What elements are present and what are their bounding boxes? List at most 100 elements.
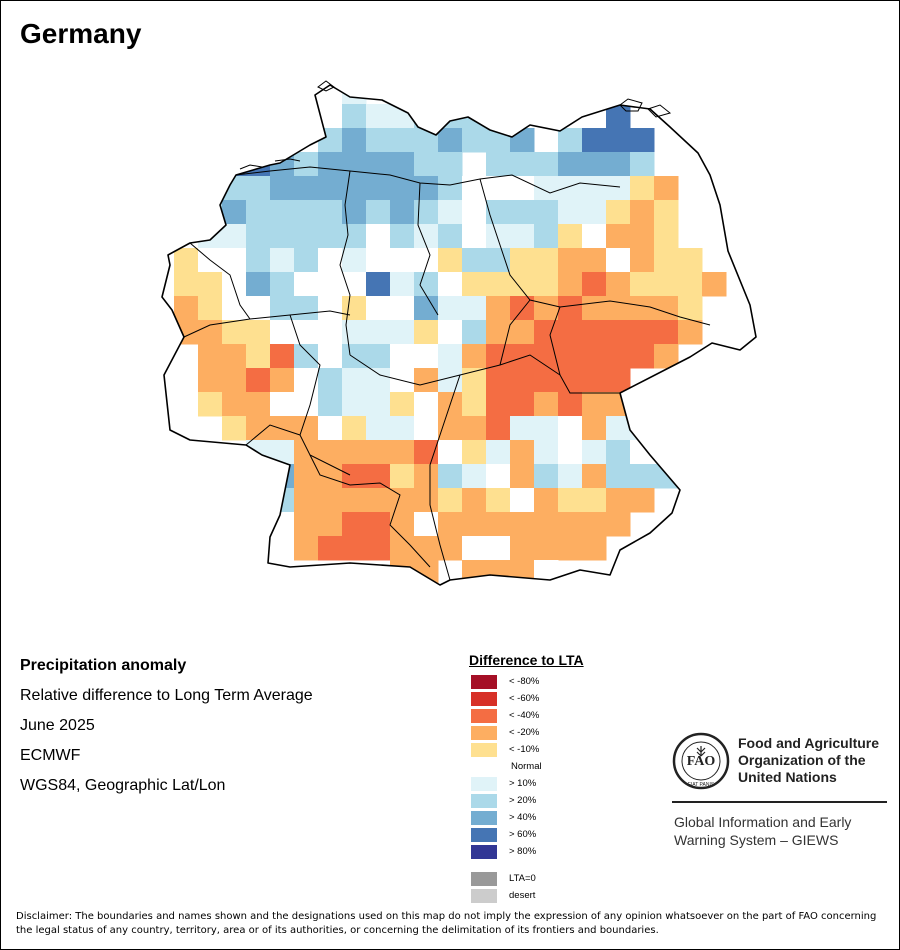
- grid-cell: [246, 272, 271, 297]
- grid-cell: [318, 152, 343, 177]
- grid-cell: [342, 176, 367, 201]
- grid-cell: [486, 104, 511, 129]
- grid-cell: [510, 368, 535, 393]
- svg-text:FAO: FAO: [687, 754, 716, 769]
- grid-cell: [222, 224, 247, 249]
- grid-cell: [270, 248, 295, 273]
- grid-cell: [462, 368, 487, 393]
- grid-cell: [582, 224, 607, 249]
- grid-cell: [582, 488, 607, 513]
- grid-cell: [414, 128, 439, 153]
- grid-cell: [654, 248, 679, 273]
- grid-cell: [390, 152, 415, 177]
- grid-cell: [366, 104, 391, 129]
- grid-cell: [198, 392, 223, 417]
- legend-label: < -40%: [509, 710, 540, 721]
- legend-swatch: [471, 777, 497, 791]
- map-info: Precipitation anomaly Relative differenc…: [20, 656, 313, 806]
- grid-cell: [462, 440, 487, 465]
- grid-cell: [414, 296, 439, 321]
- grid-cell: [342, 512, 367, 537]
- grid-cell: [342, 152, 367, 177]
- legend-item: < -20%: [469, 725, 584, 742]
- grid-cell: [486, 224, 511, 249]
- grid-cell: [390, 320, 415, 345]
- fao-name-line: Organization of the: [738, 752, 866, 768]
- legend-swatch: [471, 811, 497, 825]
- grid-cell: [606, 176, 631, 201]
- grid-cell: [534, 416, 559, 441]
- legend-item: > 10%: [469, 776, 584, 793]
- grid-cell: [630, 464, 655, 489]
- grid-cell: [342, 536, 367, 561]
- legend-swatch: [471, 709, 497, 723]
- grid-cell: [606, 200, 631, 225]
- grid-cell: [534, 512, 559, 537]
- grid-cell: [606, 416, 631, 441]
- grid-cell: [534, 344, 559, 369]
- legend-swatch: [471, 828, 497, 842]
- grid-cell: [534, 296, 559, 321]
- grid-cell: [246, 176, 271, 201]
- grid-cell: [270, 200, 295, 225]
- grid-cell: [558, 296, 583, 321]
- grid-cell: [318, 320, 343, 345]
- grid-cell: [486, 536, 511, 561]
- grid-cell: [438, 440, 463, 465]
- grid-cell: [366, 440, 391, 465]
- grid-cell: [582, 392, 607, 417]
- grid-cell: [390, 488, 415, 513]
- grid-cell: [630, 320, 655, 345]
- grid-cell: [462, 248, 487, 273]
- grid-cell: [630, 176, 655, 201]
- grid-cell: [342, 224, 367, 249]
- grid-cell: [462, 488, 487, 513]
- grid-cell: [318, 176, 343, 201]
- legend-swatch: [471, 743, 497, 757]
- grid-cell: [462, 392, 487, 417]
- anomaly-map: [161, 80, 757, 586]
- grid-cell: [558, 416, 583, 441]
- grid-cell: [390, 512, 415, 537]
- giews-line: Global Information and Early: [674, 814, 852, 830]
- legend-swatch: [471, 692, 497, 706]
- grid-cell: [630, 272, 655, 297]
- grid-cell: [558, 152, 583, 177]
- grid-cell: [222, 176, 247, 201]
- grid-cell: [702, 272, 727, 297]
- grid-cell: [294, 536, 319, 561]
- grid-cell: [198, 176, 223, 201]
- grid-cell: [558, 464, 583, 489]
- grid-cell: [222, 200, 247, 225]
- legend-swatch: [471, 889, 497, 903]
- grid-cell: [438, 368, 463, 393]
- grid-cell: [438, 512, 463, 537]
- grid-cell: [486, 320, 511, 345]
- grid-cell: [606, 344, 631, 369]
- grid-cell: [486, 248, 511, 273]
- grid-cell: [582, 440, 607, 465]
- grid-cell: [198, 344, 223, 369]
- grid-cell: [366, 392, 391, 417]
- grid-cell: [222, 272, 247, 297]
- grid-cell: [270, 464, 295, 489]
- grid-cell: [606, 320, 631, 345]
- grid-cell: [438, 224, 463, 249]
- grid-cell: [294, 224, 319, 249]
- grid-cell: [342, 104, 367, 129]
- grid-cell: [366, 512, 391, 537]
- grid-cell: [390, 392, 415, 417]
- grid-cell: [294, 464, 319, 489]
- grid-cell: [582, 416, 607, 441]
- grid-cell: [534, 320, 559, 345]
- grid-cell: [294, 152, 319, 177]
- grid-cell: [270, 224, 295, 249]
- grid-cell: [438, 488, 463, 513]
- grid-cell: [630, 344, 655, 369]
- grid-cell: [582, 152, 607, 177]
- grid-cell: [366, 152, 391, 177]
- grid-cell: [294, 296, 319, 321]
- grid-cell: [366, 272, 391, 297]
- grid-cell: [366, 320, 391, 345]
- grid-cell: [318, 416, 343, 441]
